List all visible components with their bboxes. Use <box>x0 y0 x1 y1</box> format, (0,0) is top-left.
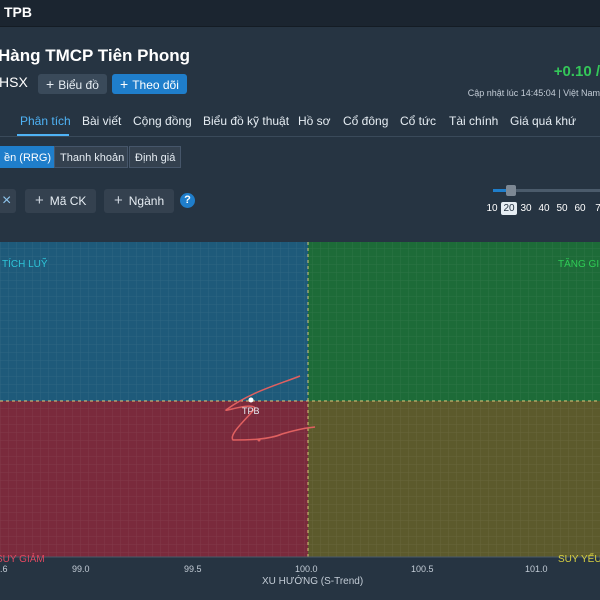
plus-icon: + <box>114 192 123 209</box>
trail-point <box>257 438 261 442</box>
x-tick-label: 99.5 <box>184 564 202 574</box>
quadrant-label-weakening: SUY YẾU <box>558 552 600 565</box>
plus-icon: + <box>46 76 55 92</box>
add-industry-button[interactable]: + Ngành <box>104 189 175 213</box>
remove-symbol-button[interactable]: × <box>0 189 16 213</box>
follow-button[interactable]: + Theo dõi <box>112 74 187 94</box>
symbol-title: TPB <box>4 4 32 20</box>
x-tick-label: 99.0 <box>72 564 90 574</box>
tab-historical-price[interactable]: Giá quá khứ <box>510 114 577 128</box>
company-name: Hàng TMCP Tiên Phong <box>0 46 191 65</box>
x-tick-label: .6 <box>0 564 8 574</box>
period-option-30[interactable]: 30 <box>520 203 532 214</box>
help-icon[interactable]: ? <box>180 193 195 208</box>
tpb-point-label: TPB <box>242 406 260 416</box>
update-timestamp: Cập nhật lúc 14:45:04 | Việt Nam <box>467 88 600 98</box>
tab-financials[interactable]: Tài chính <box>449 114 499 128</box>
period-slider-track[interactable] <box>493 189 600 192</box>
x-tick-label: 101.0 <box>525 564 548 574</box>
period-option-20[interactable]: 20 <box>501 202 517 215</box>
quadrant-label-improving: TĂNG GI <box>558 257 599 270</box>
x-tick-label: 100.0 <box>295 564 318 574</box>
period-option-50[interactable]: 50 <box>556 203 568 214</box>
tpb-trail-line <box>225 375 316 441</box>
subtab-valuation[interactable]: Định giá <box>129 146 181 168</box>
exchange-label: HSX <box>0 74 28 90</box>
period-option-40[interactable]: 40 <box>538 203 550 214</box>
chart-button[interactable]: + Biểu đồ <box>38 74 107 94</box>
tab-profile[interactable]: Hồ sơ <box>298 114 331 128</box>
tab-community[interactable]: Cộng đồng <box>133 114 192 128</box>
tab-dividends[interactable]: Cổ tức <box>400 114 437 128</box>
period-option-60[interactable]: 60 <box>574 203 586 214</box>
tab-analysis[interactable]: Phân tích <box>20 114 71 128</box>
subtab-liquidity[interactable]: Thanh khoản <box>54 146 128 168</box>
chart-grid <box>0 242 600 557</box>
tab-articles[interactable]: Bài viết <box>82 114 122 128</box>
tab-technical-chart[interactable]: Biểu đồ kỹ thuật <box>203 114 290 128</box>
x-axis-title: XU HƯỚNG (S-Trend) <box>262 574 363 587</box>
plus-icon: + <box>120 76 129 92</box>
tab-shareholders[interactable]: Cổ đông <box>343 114 389 128</box>
close-icon: × <box>2 192 12 209</box>
add-symbol-button[interactable]: + Mã CK <box>25 189 97 213</box>
quadrant-label-declining: SUY GIẢM <box>0 552 45 565</box>
period-option-10[interactable]: 10 <box>486 203 498 214</box>
x-tick-label: 100.5 <box>411 564 434 574</box>
top-bar: TPB <box>0 0 600 27</box>
price-change: +0.10 / <box>553 63 600 80</box>
period-option-7[interactable]: 7 <box>595 203 600 214</box>
period-slider-fill <box>493 189 507 192</box>
active-tab-indicator <box>17 134 69 136</box>
tpb-current-point[interactable] <box>248 397 254 403</box>
main-tabs: Phân tích Bài viết Cộng đồng Biểu đồ kỹ … <box>0 108 600 137</box>
plus-icon: + <box>35 192 44 209</box>
subtab-rrg[interactable]: ền (RRG) <box>0 146 54 168</box>
quadrant-label-accumulation: TÍCH LUỸ <box>2 257 48 270</box>
period-slider-handle[interactable] <box>506 185 516 196</box>
